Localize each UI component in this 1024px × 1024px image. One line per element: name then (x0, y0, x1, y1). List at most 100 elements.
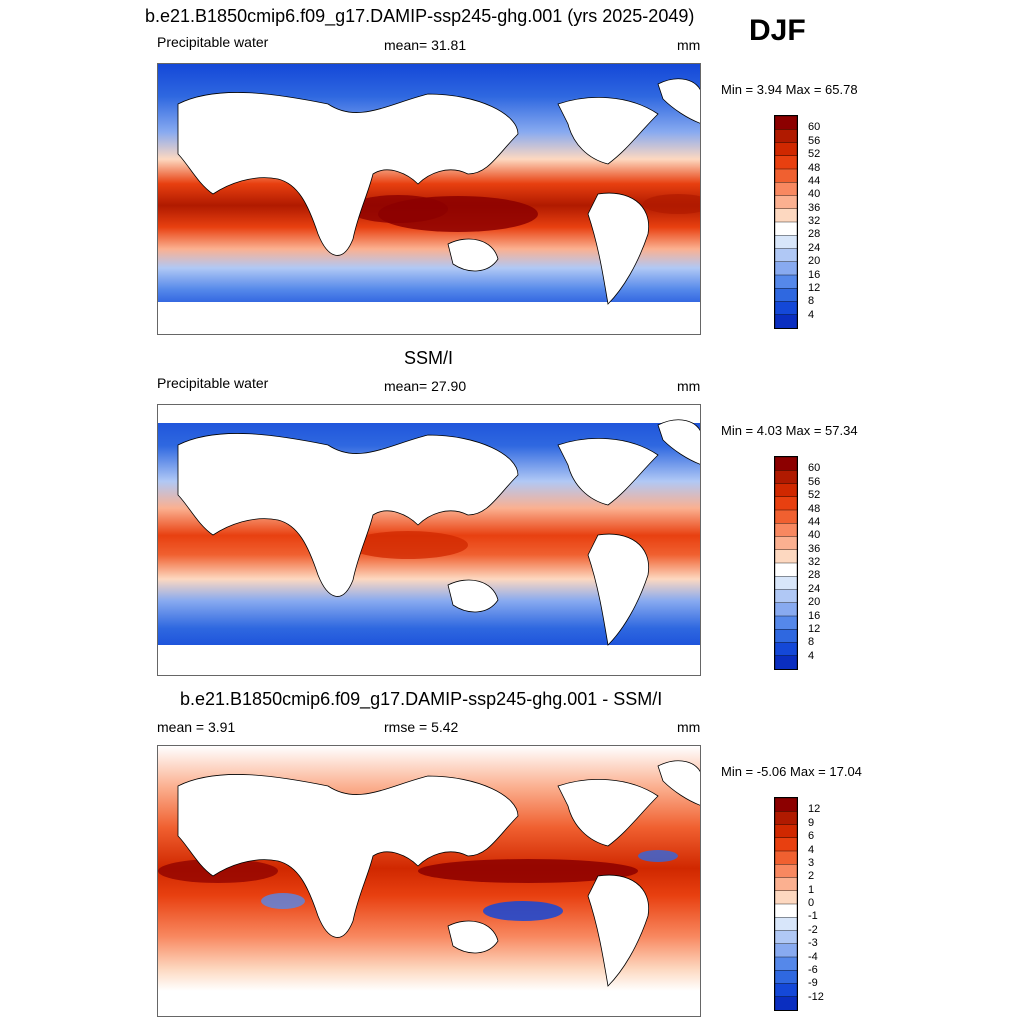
colorbar-tick-label: 60 (808, 462, 821, 475)
colorbar-tick-label: 4 (808, 649, 815, 662)
colorbar-tick-label: 4 (808, 308, 815, 321)
colorbar-tick-label: 52 (808, 489, 821, 502)
panel2-colorbar-svg (775, 457, 797, 669)
colorbar-tick-label: -9 (808, 977, 818, 990)
colorbar-tick-label: 60 (808, 121, 821, 134)
colorbar-segment (775, 903, 797, 918)
colorbar-tick-label: 3 (808, 856, 815, 869)
colorbar-segment (775, 850, 797, 865)
panel2-variable-label: Precipitable water (157, 375, 269, 391)
colorbar-segment (775, 195, 797, 210)
colorbar-tick-label: 44 (808, 174, 821, 187)
colorbar-segment (775, 655, 797, 669)
colorbar-tick-label: 56 (808, 134, 821, 147)
season-label: DJF (749, 14, 806, 47)
colorbar-segment (775, 509, 797, 524)
panel1-units-label: mm (677, 37, 701, 53)
colorbar-tick-label: 48 (808, 161, 821, 174)
colorbar-tick-label: -1 (808, 910, 818, 923)
colorbar-segment (775, 261, 797, 276)
colorbar-tick-label: 32 (808, 215, 821, 227)
colorbar-segment (775, 496, 797, 511)
colorbar-segment (775, 615, 797, 630)
colorbar-segment (775, 536, 797, 551)
colorbar-segment (775, 208, 797, 223)
colorbar-segment (775, 470, 797, 485)
panel1-atlantic-itcz (643, 194, 700, 214)
colorbar-segment (775, 917, 797, 932)
panel3-colorbar-svg (775, 798, 797, 1010)
colorbar-tick-label: 9 (808, 816, 815, 829)
panel2-mean-label: mean= 27.90 (384, 378, 467, 394)
colorbar-segment (775, 970, 797, 985)
colorbar-tick-label: -2 (808, 923, 818, 936)
colorbar-segment (775, 956, 797, 971)
colorbar-tick-label: 52 (808, 148, 821, 161)
colorbar-segment (775, 877, 797, 892)
colorbar-tick-label: 6 (808, 830, 815, 843)
colorbar-tick-label: 40 (808, 529, 821, 542)
colorbar-segment (775, 811, 797, 826)
panel2-arctic (158, 405, 700, 423)
colorbar-segment (775, 562, 797, 577)
colorbar-segment (775, 602, 797, 617)
panel3-minmax: Min = -5.06 Max = 17.04 (721, 764, 862, 779)
panel2-units-label: mm (677, 378, 701, 394)
panel1-minmax: Min = 3.94 Max = 65.78 (721, 82, 858, 97)
colorbar-segment (775, 301, 797, 316)
colorbar-tick-label: 0 (808, 897, 815, 909)
panel2-colorbar (774, 456, 798, 670)
colorbar-tick-label: 36 (808, 542, 821, 555)
colorbar-segment (775, 983, 797, 998)
colorbar-tick-label: 16 (808, 609, 821, 622)
panel2-map (157, 404, 701, 676)
colorbar-segment (775, 576, 797, 591)
colorbar-segment (775, 824, 797, 839)
panel2-title: SSM/I (404, 348, 454, 368)
panel2-warm-pool (348, 531, 468, 559)
colorbar-tick-label: 32 (808, 556, 821, 568)
colorbar-tick-label: 28 (808, 569, 821, 582)
colorbar-tick-label: 56 (808, 475, 821, 488)
colorbar-tick-label: 28 (808, 228, 821, 241)
colorbar-tick-label: -12 (808, 990, 824, 1003)
panel3-map-svg (158, 746, 700, 1016)
colorbar-tick-label: 20 (808, 255, 821, 268)
colorbar-tick-label: 48 (808, 502, 821, 515)
panel1-title: b.e21.B1850cmip6.f09_g17.DAMIP-ssp245-gh… (145, 6, 695, 26)
colorbar-tick-label: 40 (808, 188, 821, 201)
colorbar-segment (775, 996, 797, 1010)
panel3-negative-anomaly-atlantic (638, 850, 678, 862)
colorbar-segment (775, 930, 797, 945)
colorbar-tick-label: -6 (808, 963, 818, 976)
colorbar-tick-label: 12 (808, 281, 821, 294)
panel3-mean-label: mean = 3.91 (157, 719, 236, 735)
colorbar-segment (775, 943, 797, 958)
colorbar-segment (775, 629, 797, 644)
colorbar-tick-label: 16 (808, 268, 821, 281)
panel3-rmse-label: rmse = 5.42 (384, 719, 459, 735)
panel1-maritime-continent (348, 195, 448, 223)
colorbar-segment (775, 523, 797, 538)
colorbar-segment (775, 837, 797, 852)
colorbar-segment (775, 168, 797, 183)
colorbar-segment (775, 248, 797, 263)
panel1-map-svg (158, 64, 700, 334)
colorbar-segment (775, 642, 797, 657)
colorbar-segment (775, 549, 797, 564)
panel3-map (157, 745, 701, 1017)
panel1-coastlines (177, 78, 700, 305)
colorbar-segment (775, 142, 797, 157)
panel3-colorbar (774, 797, 798, 1011)
colorbar-segment (775, 457, 797, 471)
colorbar-segment (775, 798, 797, 812)
panel3-negative-anomaly-pacific (483, 901, 563, 921)
colorbar-segment (775, 483, 797, 498)
panel1-variable-label: Precipitable water (157, 34, 269, 50)
panel1-colorbar (774, 115, 798, 329)
colorbar-tick-label: 8 (808, 636, 815, 649)
panel3-equatorial-band (418, 859, 638, 883)
colorbar-tick-label: -3 (808, 937, 818, 950)
panel3-units-label: mm (677, 719, 701, 735)
colorbar-segment (775, 288, 797, 303)
